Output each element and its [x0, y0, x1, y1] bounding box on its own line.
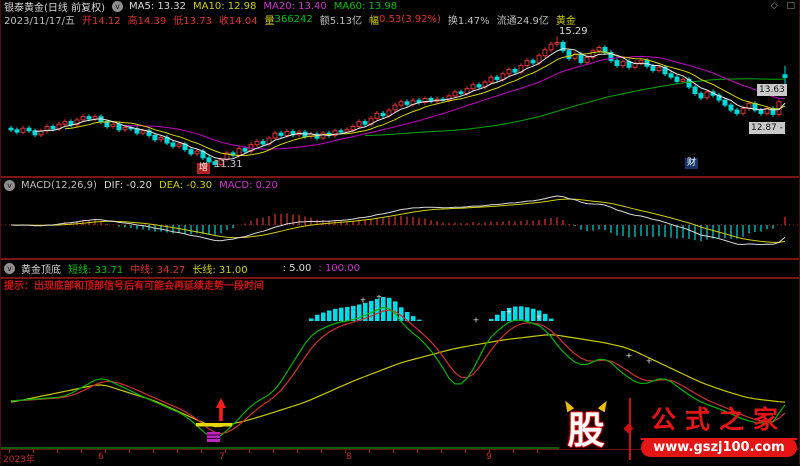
amplitude-value: 0.53(3.92%) — [379, 14, 441, 25]
axis-tick — [489, 450, 490, 453]
watermark-logo[interactable]: 股 公式之家 www.gszj100.com — [557, 398, 799, 462]
axis-year-label: 2023年 — [3, 455, 35, 465]
axis-tick — [9, 450, 10, 453]
panel-separator — [1, 277, 799, 279]
long-line-value: 长线: 31.00 — [192, 265, 248, 276]
candlestick-chart[interactable]: 15.29 11.31 增 财 13.63 12.87 - — [1, 26, 800, 176]
chart-bottom-border — [1, 447, 559, 449]
param2-value: : 100.00 — [318, 263, 360, 274]
dea-value: DEA: -0.30 — [159, 179, 213, 191]
axis-tick — [513, 450, 514, 453]
quote-high: 高14.39 — [127, 16, 167, 27]
quote-low: 低13.73 — [173, 16, 212, 27]
svg-text:+: + — [626, 351, 633, 360]
ma20-value: MA20: 13.40 — [263, 1, 327, 12]
axis-tick — [129, 450, 130, 453]
gold-indicator-canvas[interactable]: + + + + + + + — [1, 293, 800, 451]
axis-month-label: 9 — [486, 452, 492, 462]
axis-tick — [177, 450, 178, 453]
volume-value: 366242 — [274, 14, 313, 25]
macd-title[interactable]: MACD(12,26,9) — [21, 179, 97, 191]
quote-info-bar: 2023/11/17/五 开14.12 高14.39 低13.73 收14.04… — [1, 13, 800, 27]
low-price-label: 11.31 — [214, 159, 243, 170]
axis-month-label: 8 — [346, 452, 352, 462]
diamond-icon[interactable]: ◇ — [770, 1, 781, 11]
svg-text:+: + — [473, 315, 480, 324]
amount-value: 额5.13亿 — [319, 16, 363, 27]
svg-text:+: + — [506, 307, 513, 316]
ma10-value: MA10: 12.98 — [193, 1, 257, 12]
price-tag-lower: 12.87 - — [749, 122, 785, 134]
mid-line-value: 中线: 34.27 — [130, 265, 186, 276]
axis-month-label: 7 — [219, 452, 225, 462]
svg-text:+: + — [536, 313, 543, 322]
float-shares-value: 流通24.9亿 — [496, 16, 549, 27]
axis-tick — [201, 450, 202, 453]
short-line-value: 短线: 33.71 — [68, 265, 124, 276]
chevron-down-icon[interactable]: v — [111, 1, 123, 12]
diamond-icon — [623, 423, 634, 434]
macd-canvas[interactable] — [1, 192, 800, 262]
macd-value: MACD: 0.20 — [219, 179, 278, 191]
quote-open: 开14.12 — [82, 16, 121, 27]
svg-text:+: + — [646, 357, 653, 366]
turnover-value: 换1.47% — [447, 16, 490, 27]
svg-text:+: + — [360, 295, 367, 304]
title-bar: 银泰黄金(日线 前复权) v MA5: 13.32 MA10: 12.98 MA… — [1, 0, 800, 14]
gold-title[interactable]: 黄金顶底 — [21, 265, 61, 276]
panel-separator — [1, 258, 799, 260]
axis-tick — [33, 450, 34, 453]
macd-header: v MACD(12,26,9) DIF: -0.20 DEA: -0.30 MA… — [1, 178, 800, 192]
axis-tick — [249, 450, 250, 453]
param1-value: : 5.00 — [282, 263, 312, 274]
panel-separator — [1, 176, 799, 178]
axis-tick — [441, 450, 442, 453]
window-icon[interactable]: □ — [786, 1, 798, 11]
cai-badge[interactable]: 财 — [685, 158, 699, 169]
logo-character: 股 — [567, 408, 605, 452]
macd-chart[interactable] — [1, 192, 800, 258]
axis-tick — [393, 450, 394, 453]
quote-date: 2023/11/17/五 — [4, 16, 76, 27]
axis-tick — [369, 450, 370, 453]
sector-tag: 黄金 — [555, 16, 576, 27]
axis-tick — [417, 450, 418, 453]
volume-label: 量 — [264, 16, 275, 27]
high-price-label: 15.29 — [559, 26, 588, 37]
stock-title: 银泰黄金(日线 前复权) — [4, 3, 105, 14]
collapse-macd-icon[interactable]: v — [4, 179, 15, 191]
zeng-badge[interactable]: 增 — [197, 163, 211, 174]
quote-close: 收14.04 — [218, 16, 258, 27]
axis-tick — [273, 450, 274, 453]
candlestick-canvas[interactable] — [1, 26, 800, 180]
axis-tick — [321, 450, 322, 453]
time-axis: 2023年 6 7 8 9 — [1, 449, 799, 466]
axis-tick — [537, 450, 538, 453]
dif-value: DIF: -0.20 — [103, 179, 152, 191]
axis-tick — [81, 450, 82, 453]
svg-text:+: + — [376, 295, 383, 302]
axis-tick — [57, 450, 58, 453]
watermark-url[interactable]: www.gszj100.com — [641, 438, 797, 457]
bull-stock-logo: 股 — [561, 398, 611, 456]
axis-tick — [225, 450, 226, 453]
gold-indicator-chart[interactable]: + + + + + + + — [1, 293, 800, 447]
ma60-value: MA60: 13.98 — [333, 1, 398, 12]
price-tag-upper: 13.63 — [757, 84, 787, 96]
axis-tick — [297, 450, 298, 453]
axis-tick — [105, 450, 106, 453]
indicator-tip-text: 提示：出现底部和顶部信号后有可能会再延续走势一段时间 — [4, 281, 264, 292]
gold-indicator-header: v 黄金顶底 短线: 33.71 中线: 34.27 长线: 31.00 : 5… — [1, 260, 800, 277]
collapse-gold-icon[interactable]: v — [4, 263, 15, 274]
amplitude-label: 幅 — [369, 16, 380, 27]
axis-tick — [465, 450, 466, 453]
axis-tick — [153, 450, 154, 453]
ma5-value: MA5: 13.32 — [128, 1, 186, 12]
watermark-title: 公式之家 — [641, 400, 797, 440]
axis-month-label: 6 — [98, 452, 104, 462]
axis-tick — [345, 450, 346, 453]
